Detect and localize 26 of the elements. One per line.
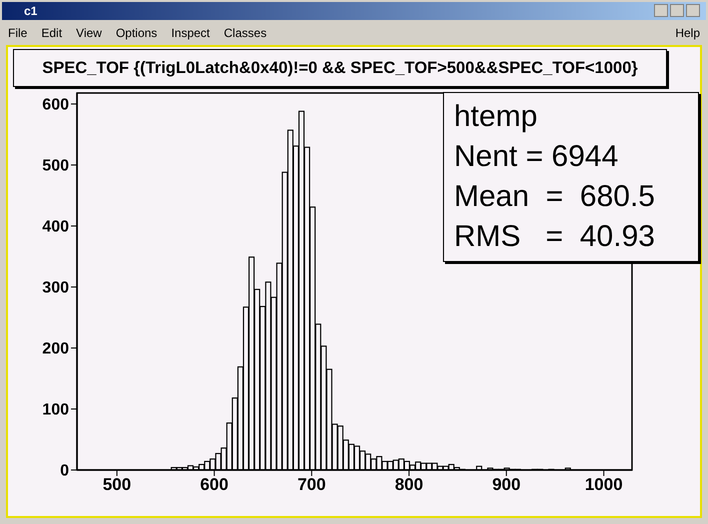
text: File [8,26,28,40]
text: Classes [224,26,267,40]
y-tick-label: 600 [42,96,70,114]
annotation: RMS = 40.93 [454,219,656,255]
annotation: Mean = 680.5 [454,179,656,215]
y-tick-label: 300 [42,280,70,297]
chart-title: SPEC_TOF {(TrigL0Latch&0x40)!=0 && SPEC_TOF>500&&SPEC_TOF<1000} [13,49,667,87]
y-tick-label: 200 [42,340,70,358]
text: View [76,26,102,40]
x-tick-label: 800 [394,475,424,494]
y-tick-label: 500 [42,158,70,175]
x-tick-label: 700 [297,475,326,494]
text: Options [116,26,158,40]
x-tick-label: 1000 [584,475,623,494]
text: Edit [41,26,62,40]
y-tick-label: 400 [42,218,70,236]
x-tick-label: 900 [492,475,521,494]
text: c1 [24,4,38,18]
annotation: htemp [454,99,538,135]
x-tick-label: 600 [200,475,228,494]
x-tick-label: 500 [102,475,132,494]
annotation: Nent = 6944 [454,139,620,175]
text: Help [675,25,700,42]
y-tick-label: 100 [42,402,70,419]
text: Inspect [171,26,210,40]
y-tick-label: 0 [60,462,70,480]
